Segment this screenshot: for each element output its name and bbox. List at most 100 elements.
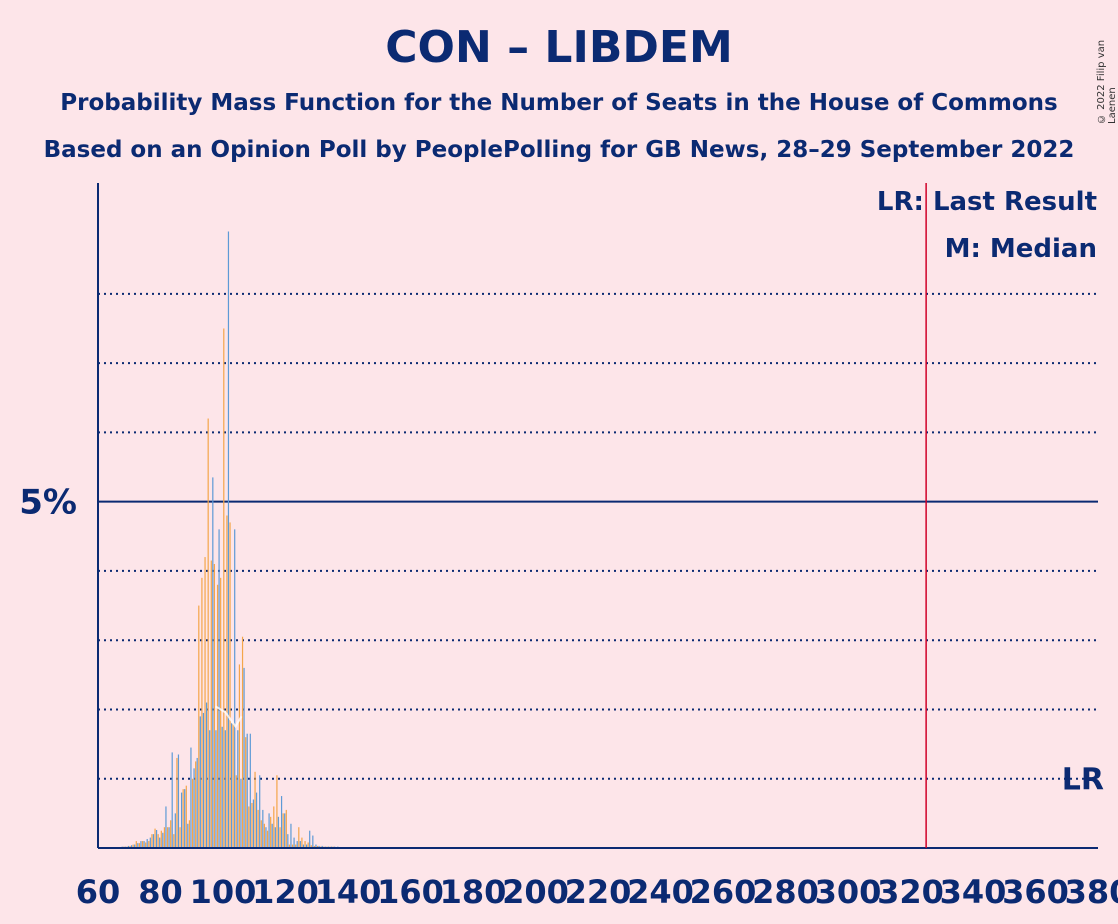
bar-orange-111 bbox=[257, 809, 259, 848]
bar-blue-124 bbox=[296, 841, 298, 848]
bar-orange-88 bbox=[185, 785, 187, 848]
bar-blue-80 bbox=[159, 837, 161, 848]
bar-orange-92 bbox=[198, 605, 200, 848]
bar-orange-127 bbox=[307, 842, 309, 848]
bar-blue-104 bbox=[234, 529, 236, 848]
x-tick-label-160: 160 bbox=[377, 873, 444, 911]
bar-blue-123 bbox=[293, 837, 295, 848]
x-tick-label-320: 320 bbox=[877, 873, 944, 911]
bar-blue-93 bbox=[199, 716, 201, 848]
bar-blue-115 bbox=[268, 813, 270, 848]
bar-blue-131 bbox=[318, 845, 320, 848]
bar-orange-93 bbox=[201, 577, 203, 848]
bar-blue-108 bbox=[246, 733, 248, 848]
bar-blue-77 bbox=[149, 837, 151, 848]
bar-blue-116 bbox=[271, 823, 273, 848]
bar-blue-125 bbox=[299, 841, 301, 848]
bar-orange-104 bbox=[235, 775, 237, 848]
bar-orange-84 bbox=[173, 834, 175, 848]
bar-orange-85 bbox=[176, 757, 178, 848]
bar-blue-118 bbox=[277, 816, 280, 848]
bar-blue-109 bbox=[249, 733, 251, 848]
median-marker bbox=[214, 705, 243, 729]
x-tick-labels: 60 80 100120140160180200220240260280300320… bbox=[76, 873, 1118, 911]
bar-blue-95 bbox=[205, 702, 208, 848]
bar-blue-84 bbox=[171, 752, 173, 848]
bar-blue-92 bbox=[196, 757, 198, 848]
bar-orange-80 bbox=[160, 830, 162, 848]
x-tick-label-140: 140 bbox=[315, 873, 382, 911]
x-tick-label-300: 300 bbox=[815, 873, 882, 911]
bar-orange-99 bbox=[220, 577, 222, 848]
bar-blue-90 bbox=[190, 747, 192, 848]
bar-orange-112 bbox=[260, 820, 262, 848]
bar-orange-122 bbox=[291, 844, 294, 848]
bar-orange-106 bbox=[241, 636, 244, 848]
gridlines bbox=[98, 292, 1098, 780]
y-tick-label-5: 5% bbox=[19, 483, 77, 523]
bar-orange-119 bbox=[282, 813, 284, 848]
bar-orange-86 bbox=[179, 827, 181, 848]
bar-orange-113 bbox=[263, 823, 266, 848]
bar-orange-123 bbox=[295, 844, 297, 848]
bar-orange-100 bbox=[223, 328, 225, 849]
bar-orange-120 bbox=[285, 809, 287, 848]
bar-blue-88 bbox=[184, 789, 186, 848]
x-tick-label-180: 180 bbox=[440, 873, 507, 911]
bar-blue-78 bbox=[152, 834, 155, 848]
bar-blue-98 bbox=[215, 730, 217, 848]
bar-orange-89 bbox=[188, 820, 191, 848]
x-tick-label-240: 240 bbox=[627, 873, 694, 911]
legend-median: M: Median bbox=[945, 234, 1097, 264]
bar-orange-102 bbox=[229, 522, 231, 848]
bar-blue-71 bbox=[130, 845, 133, 848]
bar-blue-79 bbox=[155, 829, 158, 848]
bar-blue-103 bbox=[230, 723, 233, 848]
bar-orange-72 bbox=[135, 841, 137, 848]
bar-blue-70 bbox=[127, 845, 130, 848]
bar-orange-126 bbox=[304, 841, 306, 848]
x-tick-label-280: 280 bbox=[752, 873, 819, 911]
x-tick-label-260: 260 bbox=[690, 873, 757, 911]
chart-subtitle-2: Based on an Opinion Poll by PeoplePollin… bbox=[43, 137, 1075, 163]
bar-orange-71 bbox=[132, 844, 134, 848]
bar-blue-113 bbox=[262, 809, 264, 848]
bar-blue-81 bbox=[162, 832, 164, 848]
bar-blue-99 bbox=[218, 529, 220, 848]
bar-orange-77 bbox=[151, 834, 153, 848]
bar-blue-102 bbox=[227, 231, 230, 849]
bar-orange-105 bbox=[238, 664, 241, 848]
x-tick-label-340: 340 bbox=[940, 873, 1007, 911]
bar-blue-86 bbox=[177, 754, 180, 848]
bar-blue-112 bbox=[259, 775, 261, 848]
last-result-label: LR bbox=[1062, 763, 1104, 798]
bar-orange-121 bbox=[288, 844, 291, 848]
bar-orange-97 bbox=[213, 563, 216, 848]
bar-orange-73 bbox=[138, 843, 141, 848]
bar-blue-74 bbox=[140, 841, 142, 848]
bar-blue-122 bbox=[290, 823, 292, 848]
bar-blue-87 bbox=[180, 792, 183, 848]
bar-orange-94 bbox=[204, 557, 206, 848]
bar-orange-76 bbox=[148, 841, 150, 848]
bar-blue-100 bbox=[221, 726, 223, 848]
bar-blue-129 bbox=[312, 835, 314, 848]
bar-orange-87 bbox=[182, 789, 184, 848]
bar-orange-75 bbox=[145, 842, 147, 848]
x-tick-label-120: 120 bbox=[252, 873, 319, 911]
bar-orange-108 bbox=[248, 806, 250, 848]
bar-blue-96 bbox=[209, 730, 211, 848]
bar-blue-101 bbox=[224, 730, 226, 848]
bar-blue-121 bbox=[287, 834, 289, 848]
bar-orange-109 bbox=[251, 802, 253, 848]
bar-orange-83 bbox=[170, 820, 172, 848]
bar-blue-107 bbox=[243, 667, 245, 848]
bar-blue-82 bbox=[165, 806, 167, 848]
bar-orange-107 bbox=[245, 737, 247, 848]
x-tick-label-60: 60 bbox=[76, 873, 121, 911]
bar-orange-128 bbox=[310, 845, 312, 848]
bar-orange-70 bbox=[129, 845, 131, 848]
chart-subtitle-1: Probability Mass Function for the Number… bbox=[60, 90, 1058, 116]
x-tick-label-200: 200 bbox=[502, 873, 569, 911]
bar-blue-97 bbox=[212, 477, 214, 848]
